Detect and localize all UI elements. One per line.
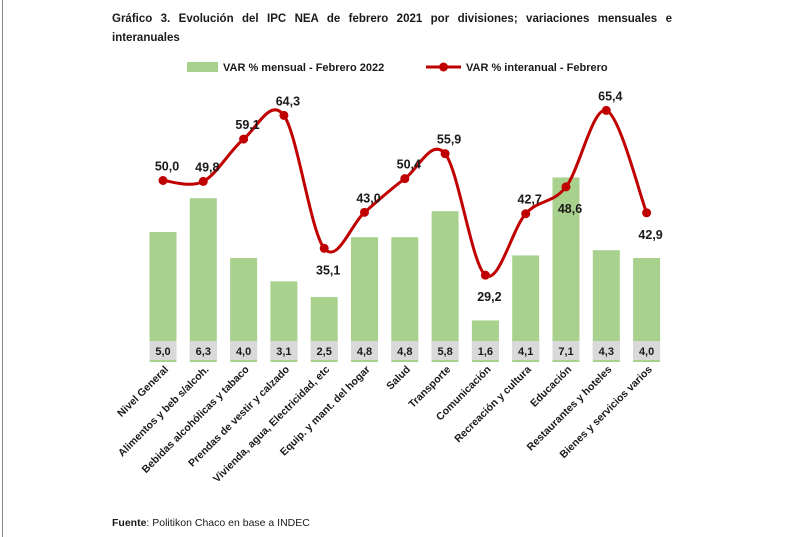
bar-value-label: 4,8 xyxy=(397,346,412,358)
line-marker xyxy=(400,174,410,184)
line-value-label: 42,9 xyxy=(638,228,662,242)
bar-series xyxy=(149,177,661,362)
legend-bar-label: VAR % mensual - Febrero 2022 xyxy=(223,62,384,74)
bar-value-label: 4,8 xyxy=(357,346,372,358)
source-label: Fuente xyxy=(112,517,147,529)
bar-value-label: 4,1 xyxy=(518,346,533,358)
line-value-label: 64,3 xyxy=(276,94,300,108)
line-marker xyxy=(279,110,289,120)
line-marker xyxy=(561,182,571,192)
line-value-label: 42,7 xyxy=(518,193,542,207)
line-value-label: 49,8 xyxy=(195,160,219,174)
line-value-label: 59,1 xyxy=(235,118,259,132)
bar-value-label: 3,1 xyxy=(276,346,291,358)
legend-line-marker xyxy=(439,62,448,72)
bar xyxy=(149,232,177,362)
line-value-label: 55,9 xyxy=(437,133,461,147)
bar-value-labels: 5,0 6,3 4,0 3,1 2,5 4,8 4,8 5,8 1,6 4,1 7,1 4,3 4,0 xyxy=(149,341,661,360)
bar-label-box xyxy=(189,341,217,360)
bar-value-label: 5,8 xyxy=(437,346,452,358)
bar-value-label: 2,5 xyxy=(317,346,332,358)
bar-value-label: 5,0 xyxy=(155,346,170,358)
bar-label-box xyxy=(633,341,661,360)
line-marker xyxy=(480,270,490,280)
line-marker xyxy=(198,176,208,186)
bar xyxy=(189,198,217,362)
bar-value-label: 4,3 xyxy=(599,346,614,358)
page-border-line xyxy=(2,0,3,537)
category-label: Recreación y cultura xyxy=(452,364,534,446)
line-value-label: 29,2 xyxy=(477,290,501,304)
line-value-labels: 50,0 49,8 59,1 64,3 35,1 43,0 50,4 55,9 29,2 42,7… xyxy=(155,89,663,304)
legend-bar-swatch xyxy=(187,62,218,72)
line-value-label: 43,0 xyxy=(356,191,380,205)
source-text: : Politikon Chaco en base a INDEC xyxy=(146,517,310,529)
line-marker xyxy=(521,209,531,219)
line-marker xyxy=(319,243,329,253)
chart-title: Gráfico 3. Evolución del IPC NEA de febr… xyxy=(112,13,672,44)
legend: VAR % mensual - Febrero 2022 VAR % intera… xyxy=(187,62,608,74)
bar-label-box xyxy=(149,341,177,360)
bar-label-box xyxy=(512,341,540,360)
line-marker xyxy=(239,134,249,144)
bar-value-label: 7,1 xyxy=(558,346,573,358)
bar xyxy=(431,211,459,362)
bar-value-label: 1,6 xyxy=(478,346,493,358)
source-note: Fuente: Politikon Chaco en base a INDEC xyxy=(112,517,310,529)
category-label: Salud xyxy=(384,364,413,393)
line-marker xyxy=(360,207,369,217)
line-marker xyxy=(601,105,611,115)
line-value-label: 50,4 xyxy=(397,158,421,172)
bar-label-box xyxy=(471,341,499,360)
line-marker xyxy=(158,176,168,185)
bar-value-label: 6,3 xyxy=(196,346,211,358)
line-series xyxy=(158,105,652,280)
bar-label-box xyxy=(230,341,258,360)
bar-label-box xyxy=(431,341,459,360)
line-marker xyxy=(440,149,450,159)
line-marker xyxy=(642,208,652,218)
bar-label-box xyxy=(391,341,419,360)
bar xyxy=(552,177,580,362)
line-path xyxy=(162,108,648,278)
bar-label-box xyxy=(592,341,620,360)
bar-label-box xyxy=(270,341,298,360)
bar-label-box xyxy=(351,341,378,360)
bar-value-label: 4,0 xyxy=(236,346,251,358)
bar-label-box xyxy=(310,341,338,360)
line-value-label: 48,6 xyxy=(558,202,582,216)
bar-label-box xyxy=(552,341,580,360)
legend-line-label: VAR % interanual - Febrero xyxy=(466,62,608,74)
line-value-label: 50,0 xyxy=(155,160,179,174)
line-value-label: 35,1 xyxy=(316,263,340,277)
line-value-label: 65,4 xyxy=(598,89,622,103)
bar-value-label: 4,0 xyxy=(639,346,654,358)
